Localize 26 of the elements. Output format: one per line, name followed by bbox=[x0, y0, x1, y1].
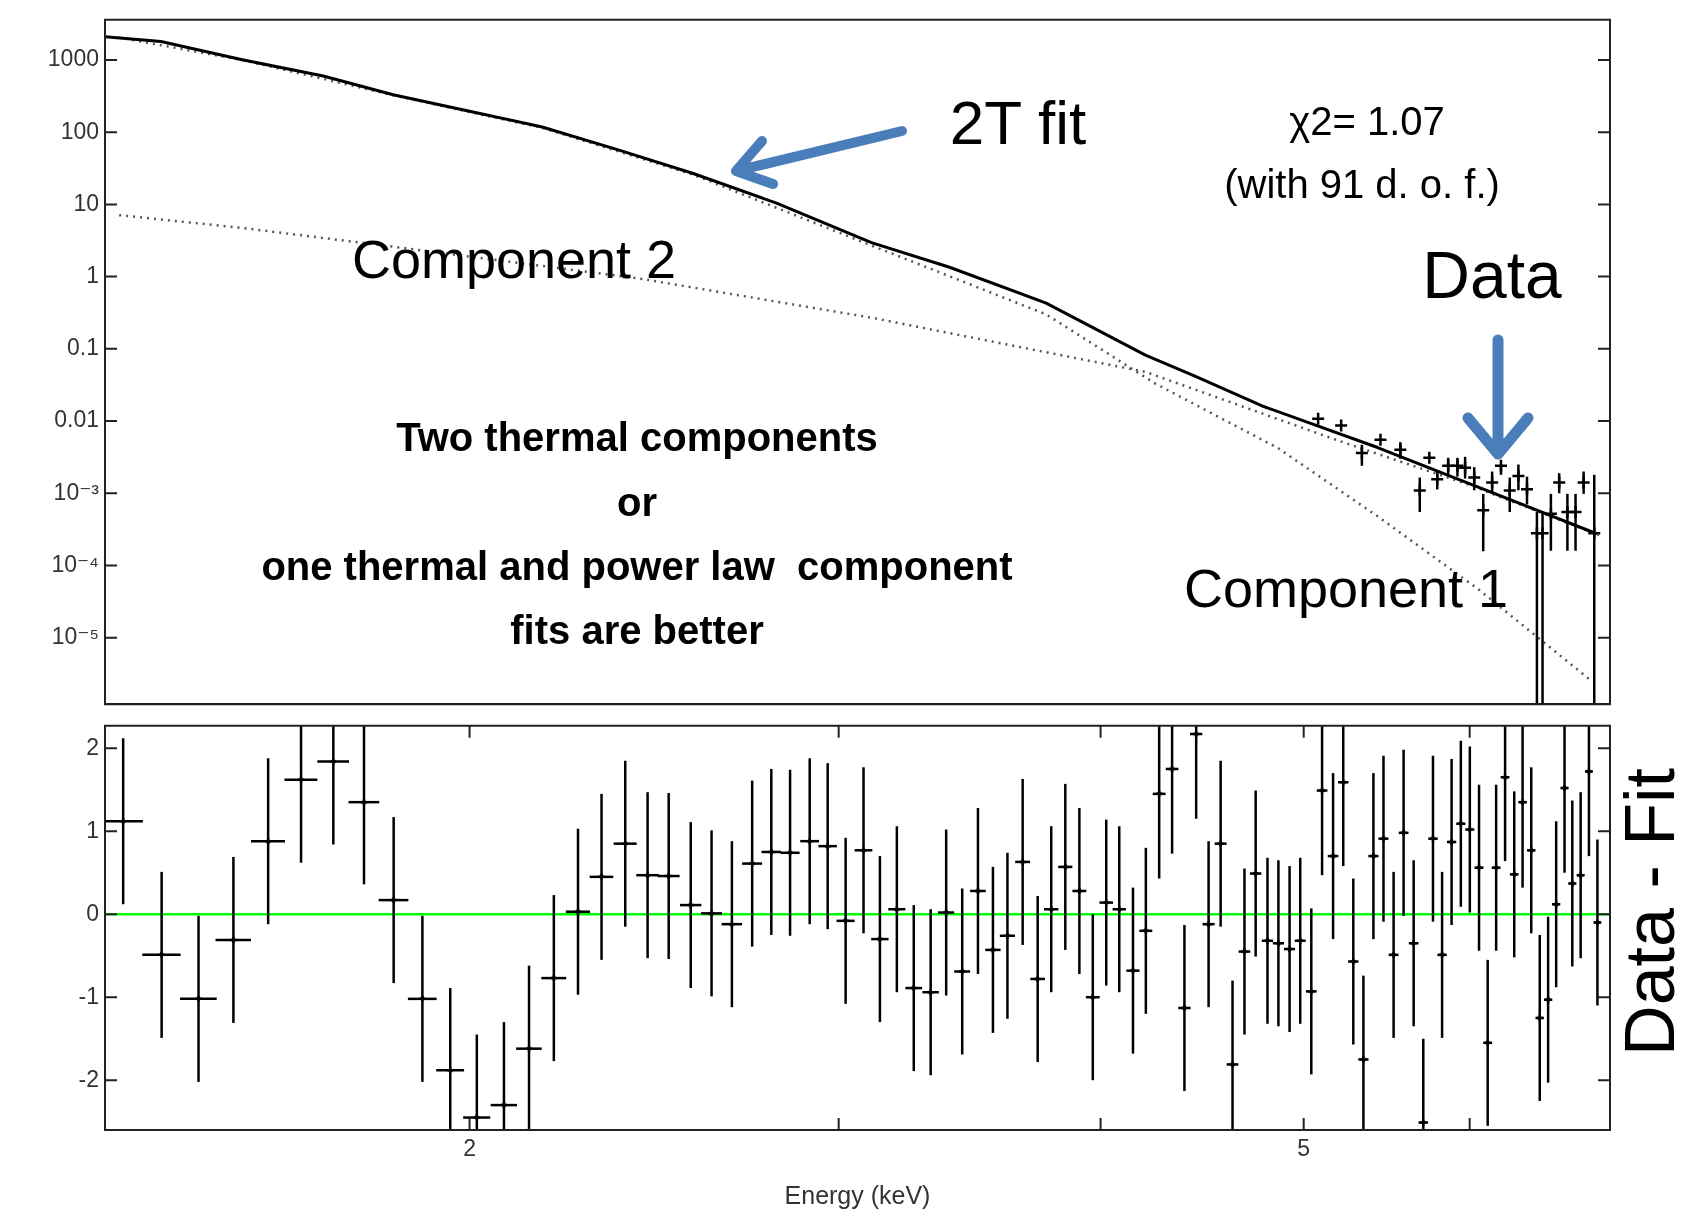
y-tick-label: -2 bbox=[78, 1065, 99, 1092]
y-tick-label: 10⁻³ bbox=[53, 478, 100, 505]
y-tick-label: 1 bbox=[86, 261, 99, 288]
annotation: or bbox=[617, 480, 657, 525]
annotation: one thermal and power law component bbox=[261, 544, 1013, 589]
y-tick-label: 1 bbox=[86, 816, 99, 843]
annotation: 2T fit bbox=[949, 88, 1087, 158]
y-tick-label: 2 bbox=[86, 733, 99, 760]
y-tick-label: 100 bbox=[60, 117, 99, 144]
x-axis-title: Energy (keV) bbox=[784, 1180, 931, 1209]
y-tick-label: 0.1 bbox=[67, 334, 99, 361]
y-tick-label: 1000 bbox=[47, 45, 99, 72]
y-tick-label: 10 bbox=[73, 189, 99, 216]
x-tick-label: 5 bbox=[1297, 1135, 1311, 1162]
y-tick-label: 10⁻⁴ bbox=[51, 550, 99, 577]
y-tick-label: 10⁻⁵ bbox=[51, 623, 99, 650]
annotation: Data bbox=[1422, 238, 1562, 313]
y-axis-title: Data - Fit bbox=[1611, 768, 1690, 1056]
y-tick-label: 0.01 bbox=[54, 406, 99, 433]
annotation: Component 1 bbox=[1183, 557, 1509, 618]
y-tick-label: -1 bbox=[78, 982, 99, 1009]
annotation: (with 91 d. o. f.) bbox=[1224, 162, 1500, 207]
annotation: χ2= 1.07 bbox=[1289, 99, 1445, 144]
annotation: fits are better bbox=[510, 608, 764, 653]
annotation: Two thermal components bbox=[396, 415, 878, 460]
y-tick-label: 0 bbox=[86, 899, 99, 926]
